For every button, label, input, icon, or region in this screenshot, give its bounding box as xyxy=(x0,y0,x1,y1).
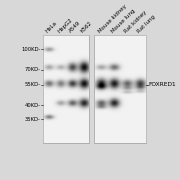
Text: Rat lung: Rat lung xyxy=(136,14,156,34)
Text: A549: A549 xyxy=(68,21,82,34)
Bar xyxy=(94,35,146,143)
Text: 35KD-: 35KD- xyxy=(25,117,41,122)
Bar xyxy=(43,35,89,143)
Text: 70KD-: 70KD- xyxy=(25,67,41,72)
Text: Mouse kidney: Mouse kidney xyxy=(97,4,128,34)
Text: Mouse lung: Mouse lung xyxy=(110,8,136,34)
Text: 100KD-: 100KD- xyxy=(21,47,41,52)
Text: HeLa: HeLa xyxy=(45,21,58,34)
Text: 40KD-: 40KD- xyxy=(25,103,41,108)
Text: Rat kidney: Rat kidney xyxy=(123,10,147,34)
Text: K562: K562 xyxy=(80,21,93,34)
Text: FOXRED1: FOXRED1 xyxy=(149,82,176,87)
Bar xyxy=(43,35,89,143)
Text: HepG2: HepG2 xyxy=(57,17,73,34)
Bar xyxy=(94,35,146,143)
Text: 55KD-: 55KD- xyxy=(25,82,41,87)
